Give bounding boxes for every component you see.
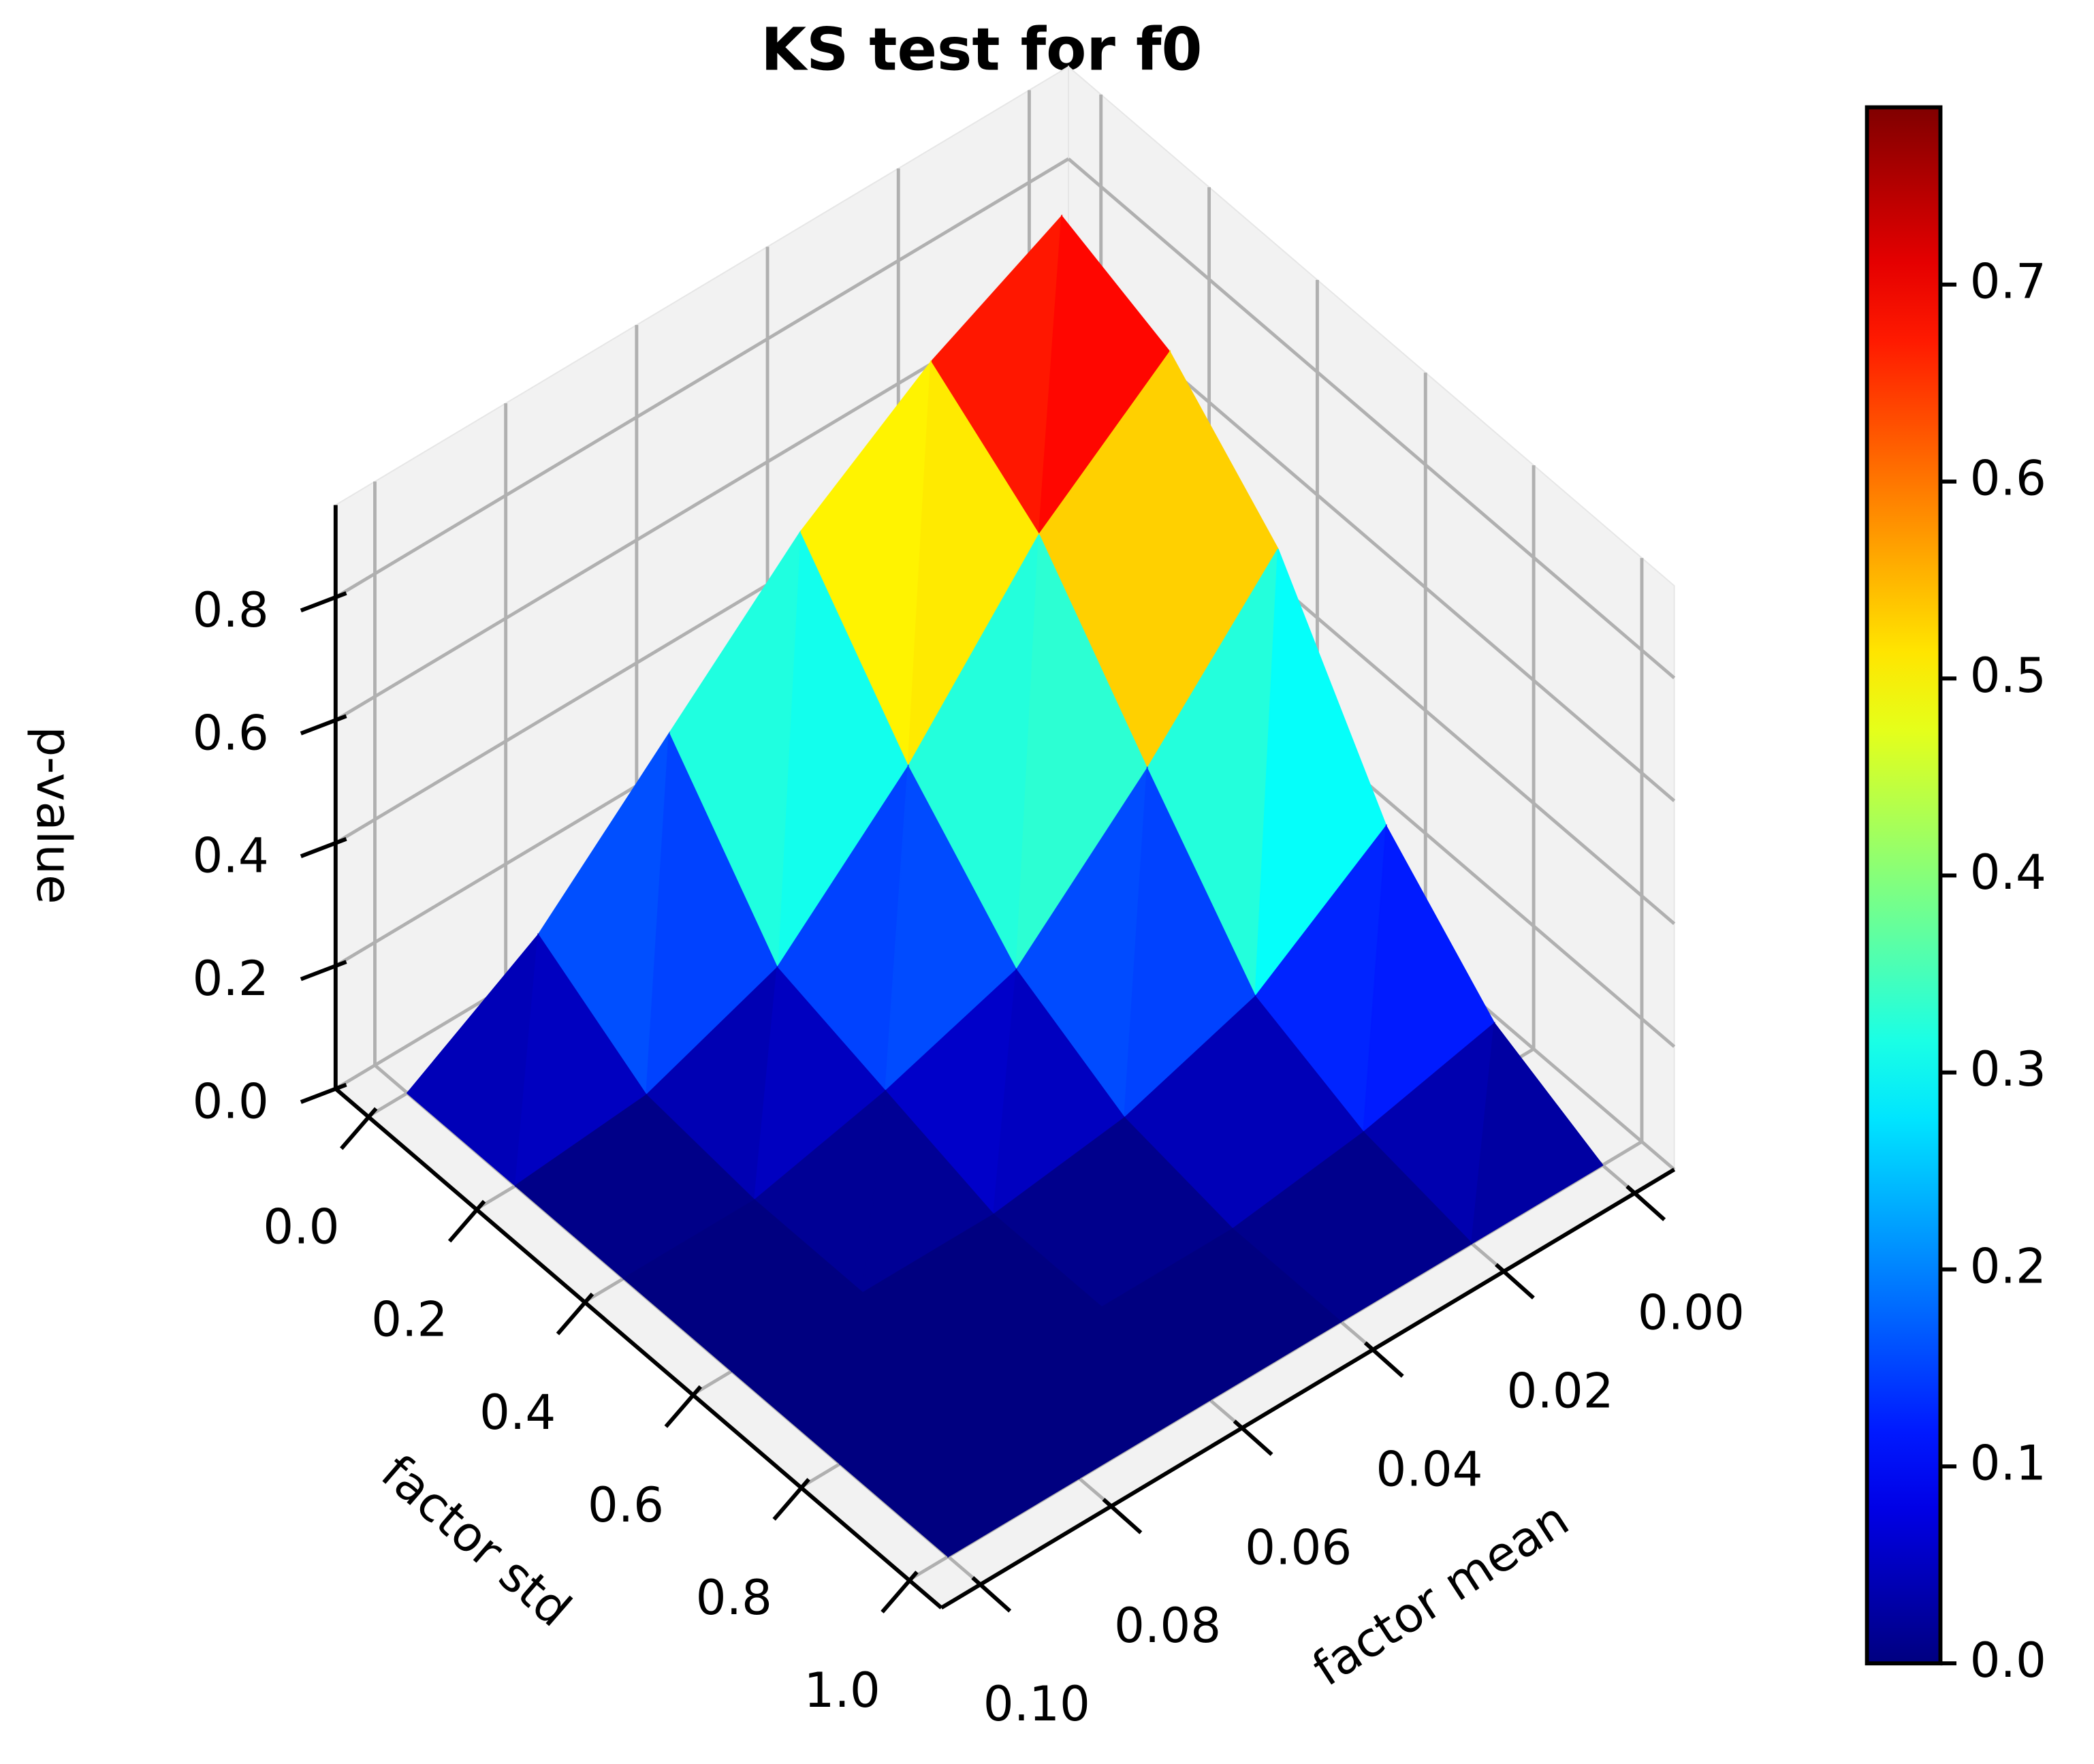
x-tick [1495,1263,1535,1300]
colorbar-tick-label: 0.1 [1970,1435,2046,1492]
y-tick [447,1199,486,1243]
colorbar-tick-label: 0.4 [1970,844,2046,900]
z-tick [300,591,347,613]
x-tick-label: 0.06 [1245,1519,1352,1575]
y-tick [772,1478,810,1521]
colorbar-tick-label: 0.0 [1970,1632,2046,1688]
grid-line [1067,157,1676,680]
colorbar-tick-label: 0.2 [1970,1238,2046,1294]
x-tick-label: 0.04 [1376,1440,1482,1497]
x-tick [1363,1341,1404,1378]
z-tick-label: 0.0 [193,1073,269,1130]
y-tick [664,1385,703,1428]
x-tick-label: 0.00 [1638,1285,1745,1341]
z-tick [300,960,347,981]
y-tick-label: 1.0 [804,1662,881,1718]
y-tick-label: 0.4 [479,1384,556,1440]
surface-facet [1339,1131,1473,1323]
surface-facet [1078,1306,1211,1480]
surface-facet [1470,1021,1604,1245]
z-tick-label: 0.2 [193,950,269,1007]
x-tick-label: 0.10 [983,1675,1090,1732]
z-tick [300,1082,347,1104]
colorbar-tick-label: 0.7 [1970,253,2046,309]
x-tick [1625,1184,1666,1221]
colorbar-tick-label: 0.6 [1970,450,2046,507]
x-tick [1233,1419,1273,1456]
surface-facet [514,1093,648,1280]
y-tick-label: 0.0 [263,1199,339,1255]
grid-line [334,157,1070,599]
z-axis-label: p-value [26,726,82,904]
y-axis [334,1087,943,1609]
z-tick-label: 0.8 [193,582,269,638]
y-tick-label: 0.6 [588,1477,664,1533]
z-tick [300,714,347,736]
y-tick [556,1292,594,1336]
surface-facet [1209,1227,1342,1402]
x-tick [1102,1498,1143,1534]
y-tick [881,1571,919,1613]
y-tick-label: 0.8 [696,1569,772,1626]
colorbar [1865,105,1943,1666]
x-axis [940,1167,1676,1610]
colorbar-tick-label: 0.5 [1970,647,2046,704]
y-tick-label: 0.2 [371,1291,447,1348]
y-axis-label: factor std [371,1444,582,1638]
surface-facet [947,1384,1081,1558]
x-tick [971,1576,1012,1613]
x-tick-label: 0.08 [1114,1597,1221,1654]
z-tick-label: 0.4 [193,828,269,884]
x-tick-label: 0.02 [1507,1362,1614,1419]
chart-title: KS test for f0 [761,16,1202,84]
z-tick-label: 0.6 [193,704,269,761]
z-tick [300,837,347,859]
y-tick [340,1107,378,1150]
colorbar-tick-label: 0.3 [1970,1041,2046,1097]
